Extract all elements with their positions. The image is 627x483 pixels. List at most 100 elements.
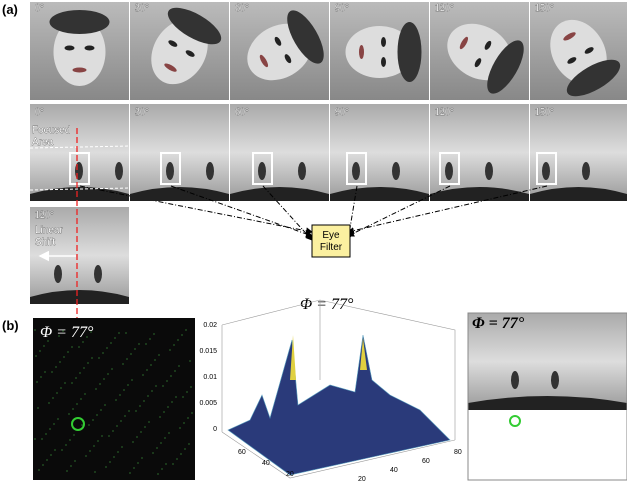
noise [51,371,52,372]
noise [183,422,184,423]
noise [173,344,174,345]
noise [139,405,140,406]
noise [180,453,181,454]
noise [71,382,72,383]
noise [43,345,44,346]
noise [167,406,168,407]
noise [49,428,50,429]
noise [36,381,37,382]
focused-area-label: Focused [32,125,70,136]
noise [177,339,178,340]
noise [61,449,62,450]
noise [124,415,125,416]
noise [160,442,161,443]
noise [191,412,192,413]
hair [50,10,110,34]
mouth [359,45,364,59]
unwrapped-photo [230,104,329,201]
angle-label: 60° [235,3,249,14]
x-tick-label: 20 [286,471,294,478]
noise [128,410,129,411]
noise [73,434,74,435]
z-tick-label: 0 [213,426,217,433]
y-tick-label: 40 [390,467,398,474]
response-map [33,318,195,480]
noise [155,385,156,386]
noise [186,391,187,392]
noise [79,372,80,373]
unwrapped-photo [330,104,429,201]
noise [113,456,114,457]
noise [151,390,152,391]
noise [112,430,113,431]
noise [88,424,89,425]
noise [111,368,112,369]
noise [168,432,169,433]
panel-label: (b) [2,318,19,333]
noise [115,399,116,400]
noise [91,357,92,358]
noise [76,403,77,404]
eye [551,371,559,389]
noise [141,457,142,458]
noise [118,332,119,333]
noise [68,413,69,414]
noise [46,459,47,460]
angle-label: 30° [135,3,149,14]
eye [258,162,266,180]
noise [162,385,163,386]
noise [172,463,173,464]
eye [75,162,83,180]
noise [99,383,100,384]
noise [103,378,104,379]
noise [83,367,84,368]
noise [174,370,175,371]
noise [127,384,128,385]
noise [63,356,64,357]
noise [129,472,130,473]
focused-area-label: Area [32,137,54,148]
noise [165,463,166,464]
noise [152,452,153,453]
noise [116,425,117,426]
noise [53,423,54,424]
noise [40,376,41,377]
noise [178,365,179,366]
eye [54,265,62,283]
noise [188,443,189,444]
noise [133,467,134,468]
noise [125,332,126,333]
noise [35,355,36,356]
angle-label: 150° [535,3,554,14]
angle-label: 120° [35,210,54,221]
eye [511,371,519,389]
noise [169,349,170,350]
noise [145,343,146,344]
eye [94,265,102,283]
noise [95,388,96,389]
z-tick-label: 0.005 [199,400,217,407]
eye-filter-label: Eye [322,230,340,241]
noise [149,338,150,339]
eye [65,46,75,51]
noise [135,410,136,411]
noise [65,444,66,445]
noise [74,460,75,461]
angle-label: 90° [335,107,349,118]
noise [143,400,144,401]
noise [66,470,67,471]
noise [100,409,101,410]
noise [37,407,38,408]
noise [164,437,165,438]
noise [81,424,82,425]
noise [110,342,111,343]
y-tick-label: 80 [454,449,462,456]
eye [582,162,590,180]
noise [80,398,81,399]
noise [175,396,176,397]
noise [187,417,188,418]
noise [131,379,132,380]
noise [93,445,94,446]
noise [78,346,79,347]
noise [52,397,53,398]
